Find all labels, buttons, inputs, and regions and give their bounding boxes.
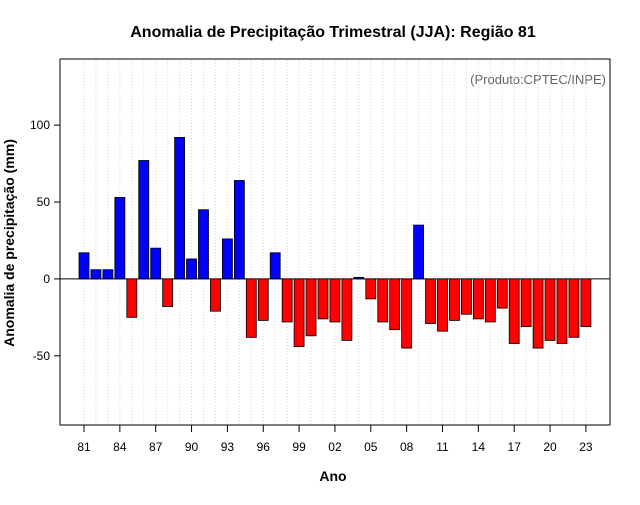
bar-2019 bbox=[532, 278, 544, 349]
bar-1990 bbox=[186, 258, 197, 280]
bar-2010 bbox=[425, 278, 436, 324]
bar-2006 bbox=[377, 278, 389, 323]
bar-1992 bbox=[210, 278, 221, 312]
x-tick-label: 05 bbox=[364, 440, 378, 454]
bar-2021 bbox=[556, 278, 568, 344]
bar-2005 bbox=[365, 278, 377, 300]
bar-1991 bbox=[198, 209, 209, 280]
bar-1998 bbox=[281, 278, 293, 323]
y-tick-label: -50 bbox=[33, 349, 51, 363]
x-tick-label: 84 bbox=[113, 440, 127, 454]
bar-1987 bbox=[150, 247, 162, 280]
y-tick-label: 0 bbox=[43, 272, 50, 286]
y-tick-label: 50 bbox=[37, 195, 51, 209]
bar-2022 bbox=[568, 278, 580, 338]
bar-2011 bbox=[437, 278, 448, 332]
bar-1996 bbox=[257, 278, 269, 321]
bar-1984 bbox=[114, 197, 126, 280]
x-tick-label: 90 bbox=[185, 440, 199, 454]
x-tick-label: 02 bbox=[328, 440, 342, 454]
bar-2014 bbox=[472, 278, 484, 320]
x-tick-label: 23 bbox=[579, 440, 593, 454]
bar-2016 bbox=[496, 278, 508, 309]
y-axis-label: Anomalia de precipitação (mm) bbox=[1, 139, 17, 347]
bar-2009 bbox=[413, 224, 425, 280]
bar-2000 bbox=[305, 278, 317, 337]
bar-2020 bbox=[544, 278, 556, 341]
bar-1986 bbox=[138, 160, 150, 280]
x-tick-label: 93 bbox=[221, 440, 235, 454]
bar-2013 bbox=[460, 278, 472, 315]
grid bbox=[83, 60, 587, 424]
bar-1985 bbox=[126, 278, 138, 318]
bar-1999 bbox=[293, 278, 305, 347]
bar-2023 bbox=[580, 278, 592, 327]
bar-1988 bbox=[162, 278, 174, 307]
bar-2004 bbox=[353, 276, 365, 280]
plot-frame bbox=[59, 58, 611, 426]
bar-2008 bbox=[401, 278, 413, 349]
bar-2001 bbox=[317, 278, 329, 320]
axes: -50 0 50 100 81 84 87 90 93 96 99 02 05 08 11 14 17 20 23 bbox=[30, 118, 593, 454]
bar-2012 bbox=[449, 278, 460, 321]
bar-2002 bbox=[329, 278, 341, 323]
x-tick-label: 99 bbox=[292, 440, 306, 454]
bar-1994 bbox=[233, 180, 245, 280]
bar-1982 bbox=[90, 269, 102, 280]
chart-title: Anomalia de Precipitação Trimestral (JJA… bbox=[130, 24, 536, 41]
bar-1995 bbox=[245, 278, 257, 338]
y-tick-label: 100 bbox=[30, 118, 50, 132]
bar-2015 bbox=[484, 278, 496, 323]
x-tick-label: 14 bbox=[472, 440, 486, 454]
x-tick-label: 08 bbox=[400, 440, 414, 454]
bar-2017 bbox=[508, 278, 520, 344]
bars bbox=[78, 137, 592, 349]
x-tick-label: 20 bbox=[543, 440, 557, 454]
bar-1997 bbox=[269, 252, 281, 280]
source-label: (Produto:CPTEC/INPE) bbox=[470, 72, 606, 87]
x-tick-label: 87 bbox=[149, 440, 163, 454]
x-tick-label: 11 bbox=[436, 440, 449, 454]
bar-1983 bbox=[102, 269, 114, 280]
bar-2018 bbox=[520, 278, 532, 327]
bar-1993 bbox=[221, 238, 233, 280]
bar-1989 bbox=[174, 137, 186, 280]
x-tick-label: 96 bbox=[257, 440, 271, 454]
bar-2003 bbox=[341, 278, 353, 341]
bar-1981 bbox=[78, 252, 90, 280]
x-tick-label: 17 bbox=[508, 440, 522, 454]
x-tick-label: 81 bbox=[77, 440, 91, 454]
x-axis-label: Ano bbox=[319, 468, 346, 484]
bar-2007 bbox=[389, 278, 401, 331]
